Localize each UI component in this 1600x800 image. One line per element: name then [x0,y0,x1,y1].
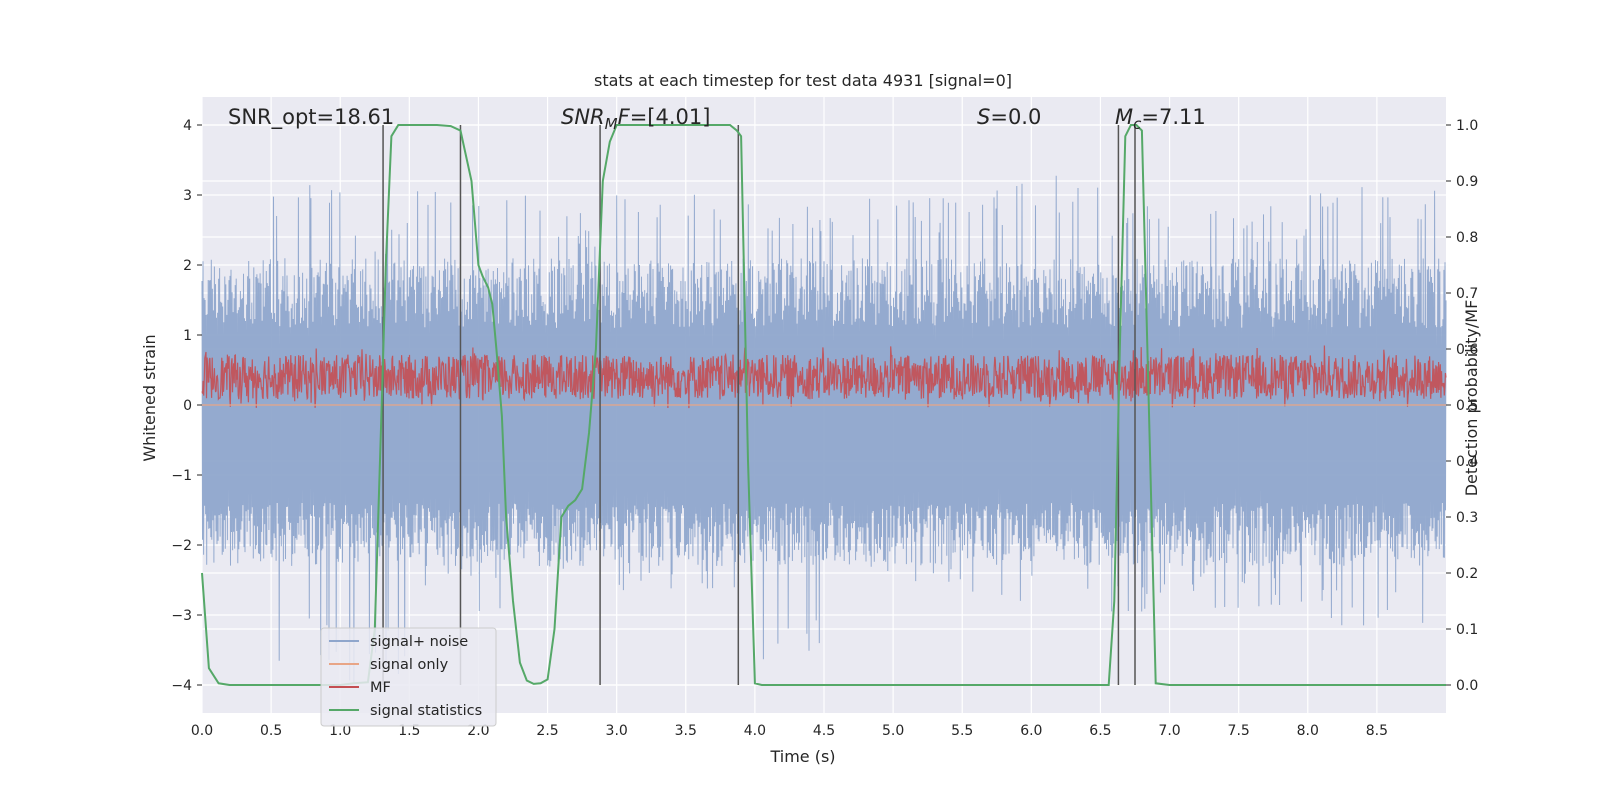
annotation-s-symbol: S [977,105,990,129]
y-tick-label-right: 0.5 [1456,398,1478,414]
y-tick-label-left: −4 [171,678,192,694]
x-tick-label: 2.0 [467,723,489,739]
y-tick-label-left: 0 [183,398,192,414]
x-tick-label: 4.0 [744,723,766,739]
y-tick-label-right: 1.0 [1456,118,1478,134]
y-tick-label-right: 0.2 [1456,566,1478,582]
x-tick-label: 8.5 [1366,723,1388,739]
x-tick-label: 3.0 [606,723,628,739]
annotation-mc-sub: c [1133,115,1142,133]
x-tick-label: 7.0 [1158,723,1180,739]
annotation-snr-mf-main: SNR [561,105,605,129]
annotation-snr-mf-rest: F [618,105,631,129]
x-tick-label: 3.5 [675,723,697,739]
mf-series [201,345,1447,409]
x-tick-label: 5.0 [882,723,904,739]
annotation-snr-mf-sub: M [605,115,618,133]
x-axis-ticks: 0.0 0.5 1.0 1.5 2.0 2.5 3.0 3.5 4.0 4.5 5.0 5.5 6.0 6… [191,723,1388,739]
x-tick-label: 4.5 [813,723,835,739]
legend-label-signal-statistics: signal statistics [370,703,482,719]
annotation-s-value: =0.0 [990,105,1041,129]
annotation-mc: Mc=7.11 [1115,105,1206,133]
y-tick-label-left: −2 [171,538,192,554]
x-tick-label: 5.5 [951,723,973,739]
annotation-mc-value: =7.11 [1141,105,1205,129]
y-tick-label-right: 0.0 [1456,678,1478,694]
y-tick-label-right: 0.8 [1456,230,1478,246]
y-tick-label-right: 0.9 [1456,174,1478,190]
x-tick-label: 6.0 [1020,723,1042,739]
y-tick-label-left: −3 [171,608,192,624]
y-axis-right-title: Detection probability/MF [1462,300,1481,497]
signal-noise-line [201,175,1447,683]
x-axis-title: Time (s) [769,747,835,766]
y-tick-label-right: 0.7 [1456,286,1478,302]
y-tick-label-right: 0.6 [1456,342,1478,358]
x-tick-label: 8.0 [1297,723,1319,739]
signal-statistics-line [201,124,1446,686]
y-tick-label-left: 3 [183,188,192,204]
signal-statistics-series [201,124,1446,686]
y-tick-label-left: 4 [183,118,192,134]
legend-label-signal-only: signal only [370,657,449,673]
annotation-s: S=0.0 [977,105,1041,129]
y-tick-label-right: 0.1 [1456,622,1478,638]
y-tick-label-right: 0.4 [1456,454,1478,470]
signal-noise-series [201,175,1447,683]
legend-label-signal-noise: signal+ noise [370,634,468,650]
x-tick-label: 2.5 [536,723,558,739]
annotation-mc-symbol: M [1115,105,1133,129]
y-tick-label-left: −1 [171,468,192,484]
x-tick-label: 0.0 [191,723,213,739]
vertical-marker-lines [382,125,1136,685]
x-tick-label: 6.5 [1089,723,1111,739]
y-tick-label-right: 0.3 [1456,510,1478,526]
annotation-snr-mf: SNRMF=[4.01] [561,105,710,133]
y-tick-label-left: 1 [183,328,192,344]
chart-title: stats at each timestep for test data 493… [594,71,1012,90]
x-tick-label: 7.5 [1228,723,1250,739]
legend-box [320,627,497,727]
y-axis-left-ticks: −4 −3 −2 −1 0 1 2 3 4 [171,118,202,694]
x-tick-label: 1.0 [329,723,351,739]
y-axis-left-title: Whitened strain [140,334,159,461]
legend-label-mf: MF [370,680,391,696]
annotation-snr-opt: SNR_opt=18.61 [228,105,394,130]
legend: signal+ noise signal only MF signal stat… [320,627,497,727]
annotation-snr-mf-value: =[4.01] [630,105,711,129]
y-axis-right-ticks: 0.0 0.1 0.2 0.3 0.4 0.5 0.6 0.7 0.8 0.9 1.0 [1446,118,1478,694]
x-tick-label: 1.5 [398,723,420,739]
y-tick-label-left: 2 [183,258,192,274]
mf-line [201,345,1447,409]
x-tick-label: 0.5 [260,723,282,739]
